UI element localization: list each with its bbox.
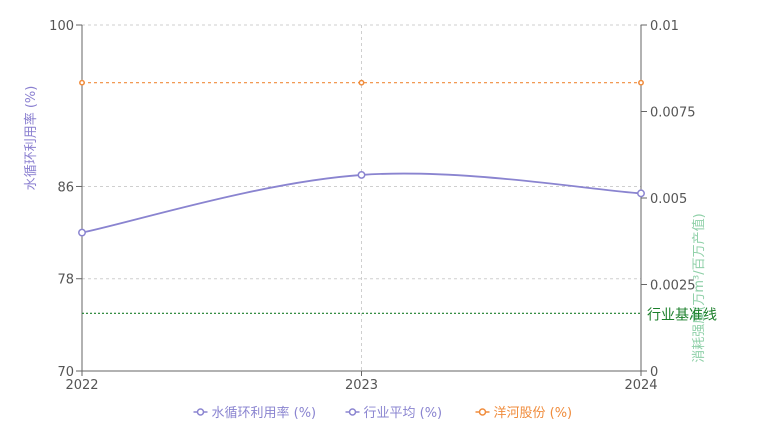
legend-entry-label: 水循环利用率 (%) [212, 405, 317, 421]
x-tick-label: 2024 [624, 378, 657, 393]
series-point-0 [78, 228, 86, 237]
left-tick-label: 78 [57, 273, 74, 288]
legend-swatch-marker [478, 408, 487, 416]
x-tick-label: 2022 [65, 378, 98, 393]
series-point-2 [79, 79, 85, 86]
right-tick-label: 0.0075 [650, 106, 696, 121]
series-point-0 [637, 189, 645, 198]
axes: 70 78 86 100 0 0.0025 0.005 0.0075 0.01 2022 2023 2… [23, 19, 707, 393]
left-tick-label: 70 [57, 365, 74, 380]
series-point-0 [357, 170, 366, 179]
reference-line-label: 行业基准线 [647, 306, 717, 323]
grid [81, 24, 642, 372]
legend-swatch-marker [196, 408, 205, 416]
legend-entry-label: 洋河股份 (%) [494, 406, 573, 421]
right-tick-label: 0.0025 [650, 279, 696, 294]
left-axis-title: 水循环利用率 (%) [23, 86, 39, 191]
reference-line-group: 行业基准线 [82, 306, 717, 323]
right-tick-label: 0 [650, 365, 658, 380]
legend: 水循环利用率 (%) 行业平均 (%) 洋河股份 (%) [193, 405, 573, 421]
x-tick-label: 2023 [345, 378, 378, 393]
left-tick-label: 100 [49, 19, 74, 34]
left-tick-label: 86 [57, 180, 74, 195]
series [78, 79, 645, 237]
series-point-2 [358, 79, 365, 86]
right-tick-label: 0.005 [650, 192, 687, 207]
legend-entry-label: 行业平均 (%) [364, 406, 443, 421]
legend-swatch-marker [348, 408, 357, 416]
series-point-2 [638, 79, 644, 86]
right-axis-title: 消耗强度(万m³/百万产值) [691, 213, 707, 362]
right-tick-label: 0.01 [650, 19, 679, 34]
